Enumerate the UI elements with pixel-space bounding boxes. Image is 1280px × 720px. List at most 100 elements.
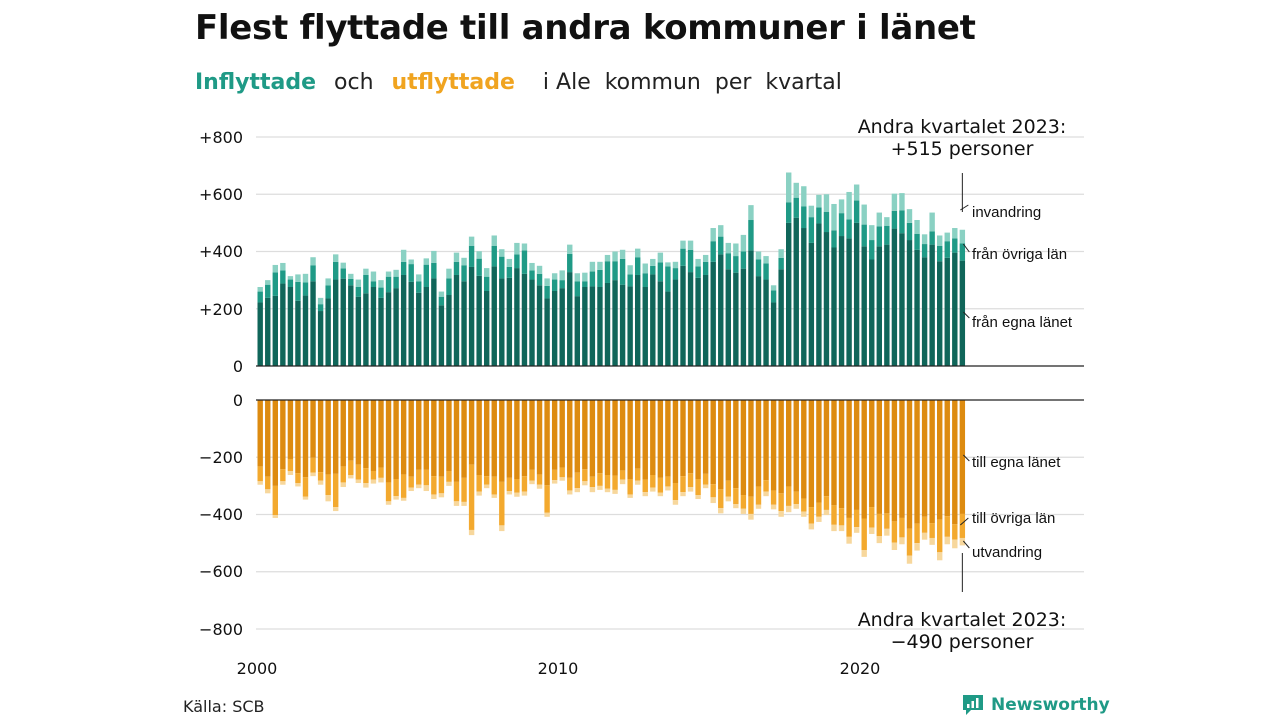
bar-in-0 [370,287,377,366]
bar-in-0 [838,236,845,366]
bar-in-2 [929,212,935,232]
bar-out-1 [333,473,339,508]
bar-out-2 [665,486,671,491]
bar-in-2 [944,232,950,242]
bar-out-0 [567,400,573,478]
y-tick-label: +800 [199,128,243,147]
bar-in-2 [604,254,611,262]
bar-in-1 [544,285,550,299]
bar-out-2 [861,550,867,557]
bar-in-1 [536,273,543,286]
bar-out-1 [506,477,513,492]
bar-out-0 [265,400,271,477]
bar-in-2 [348,273,354,279]
bar-out-0 [710,400,716,485]
bar-in-0 [710,261,716,366]
bar-out-0 [650,400,656,475]
bar-out-0 [808,400,815,508]
bar-out-1 [725,480,731,497]
bar-in-2 [551,273,558,280]
bar-out-2 [959,537,966,546]
bar-out-2 [589,487,596,493]
chart-subtitle: Inflyttade och utflyttade i Ale kommun per … [195,70,842,95]
bar-in-1 [370,281,377,287]
bar-in-1 [499,256,505,279]
bar-out-0 [929,400,935,524]
y-tick-label: −200 [199,448,243,467]
brand-logo: Newsworthy [961,694,1110,716]
bar-in-1 [491,245,497,267]
label-fran-ovriga-lan: från övriga län [972,246,1067,263]
bar-out-0 [325,400,331,475]
bar-in-1 [446,278,452,296]
bar-out-1 [869,507,875,528]
bar-in-0 [544,298,550,366]
bar-out-0 [484,400,490,477]
bar-out-2 [695,495,701,500]
bar-out-1 [408,476,414,488]
bar-out-0 [801,400,807,499]
bar-in-0 [770,302,777,366]
bar-in-2 [763,256,769,264]
bar-in-0 [340,278,346,366]
bar-in-0 [287,287,294,366]
bar-in-1 [733,256,739,273]
bar-out-0 [589,400,596,477]
bar-in-0 [672,279,679,366]
bar-in-1 [869,240,875,260]
bar-in-1 [310,265,316,282]
bar-in-0 [650,274,656,366]
bar-in-2 [453,252,460,262]
bar-out-0 [793,400,799,492]
annotation-top-line1: Andra kvartalet 2023: [858,116,1067,138]
bar-out-0 [748,400,754,497]
bar-out-1 [695,479,701,496]
bar-out-2 [846,536,852,544]
bar-out-1 [816,502,822,517]
bar-in-2 [831,203,837,231]
bar-in-0 [378,297,384,366]
bar-in-1 [363,274,369,294]
bar-out-1 [702,473,709,485]
bar-out-1 [687,473,694,488]
bar-in-0 [348,285,354,366]
bar-out-0 [891,400,898,522]
bar-in-2 [672,261,679,269]
bar-in-1 [635,257,641,275]
bar-in-2 [823,194,830,212]
bar-out-1 [808,507,815,524]
bar-out-0 [423,400,429,470]
bar-out-2 [725,496,731,502]
bar-out-1 [302,477,309,497]
bar-out-0 [680,400,686,477]
bar-out-1 [287,458,294,471]
bar-in-2 [801,186,807,207]
bar-out-2 [257,481,263,485]
bar-in-2 [521,243,528,251]
bar-in-2 [778,249,784,258]
bar-in-0 [755,276,762,366]
bar-in-0 [363,293,369,366]
bar-out-1 [786,486,792,506]
bar-in-2 [665,262,671,267]
bar-in-0 [446,295,452,366]
bar-in-2 [355,279,362,287]
y-tick-label: −600 [199,562,243,581]
bar-out-2 [393,496,399,500]
bar-out-2 [687,487,694,492]
bar-out-0 [491,400,497,477]
bar-out-2 [340,482,346,488]
bar-in-1 [461,265,467,282]
bar-out-2 [786,505,792,513]
bar-out-2 [567,490,573,495]
bar-in-0 [853,222,860,367]
bar-in-2 [506,258,513,267]
bar-out-2 [355,479,362,484]
bar-out-2 [438,493,445,498]
bar-out-1 [468,464,475,530]
x-tick-label: 2020 [840,659,881,678]
bar-in-1 [476,258,482,276]
bar-in-1 [801,206,807,229]
bar-out-0 [944,400,950,517]
